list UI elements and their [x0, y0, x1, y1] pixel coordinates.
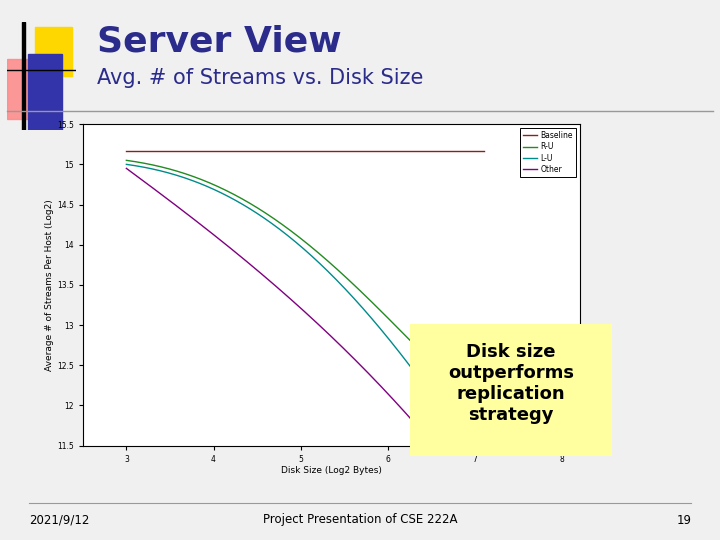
R-U [165, 166, 174, 172]
Y-axis label: Average # of Streams Per Host (Log2): Average # of Streams Per Host (Log2) [45, 199, 54, 371]
Bar [22, 22, 25, 130]
Other [480, 504, 488, 511]
L-U [382, 333, 390, 339]
Text: Project Presentation of CSE 222A: Project Presentation of CSE 222A [263, 514, 457, 526]
R-U [382, 313, 390, 320]
Baseline [382, 147, 390, 154]
Text: Disk size
outperforms
replication
strategy: Disk size outperforms replication strate… [448, 343, 575, 424]
Other [122, 165, 131, 172]
L-U [122, 161, 131, 167]
X-axis label: Disk Size (Log2 Bytes): Disk Size (Log2 Bytes) [281, 467, 382, 475]
R-U [380, 311, 389, 318]
R-U [480, 408, 488, 415]
Line: R-U: R-U [127, 160, 484, 411]
L-U [380, 330, 389, 337]
R-U [238, 196, 247, 202]
Baseline [264, 147, 272, 154]
R-U [122, 157, 131, 164]
Other [165, 197, 174, 204]
Baseline [480, 147, 488, 154]
Line: Other: Other [127, 168, 484, 508]
Text: Server View: Server View [97, 24, 342, 58]
Other [382, 389, 390, 395]
Baseline [347, 147, 356, 154]
Text: 19: 19 [676, 514, 691, 526]
R-U [347, 279, 356, 286]
Legend: Baseline, R-U, L-U, Other: Baseline, R-U, L-U, Other [521, 128, 576, 177]
Bar [35, 27, 72, 76]
L-U [264, 218, 272, 224]
FancyBboxPatch shape [400, 321, 620, 459]
Bar [27, 54, 62, 130]
Other [380, 387, 389, 393]
Other [238, 255, 247, 261]
Baseline [122, 147, 131, 154]
Line: L-U: L-U [127, 164, 484, 470]
R-U [264, 211, 272, 218]
L-U [480, 467, 488, 473]
L-U [165, 170, 174, 177]
Text: 2021/9/12: 2021/9/12 [29, 514, 89, 526]
Baseline [238, 147, 247, 154]
L-U [347, 292, 356, 299]
Text: Avg. # of Streams vs. Disk Size: Avg. # of Streams vs. Disk Size [97, 68, 423, 87]
Other [264, 276, 272, 282]
Baseline [380, 147, 389, 154]
Baseline [165, 147, 174, 154]
L-U [238, 201, 247, 208]
Other [347, 353, 356, 359]
Bar [7, 59, 42, 119]
